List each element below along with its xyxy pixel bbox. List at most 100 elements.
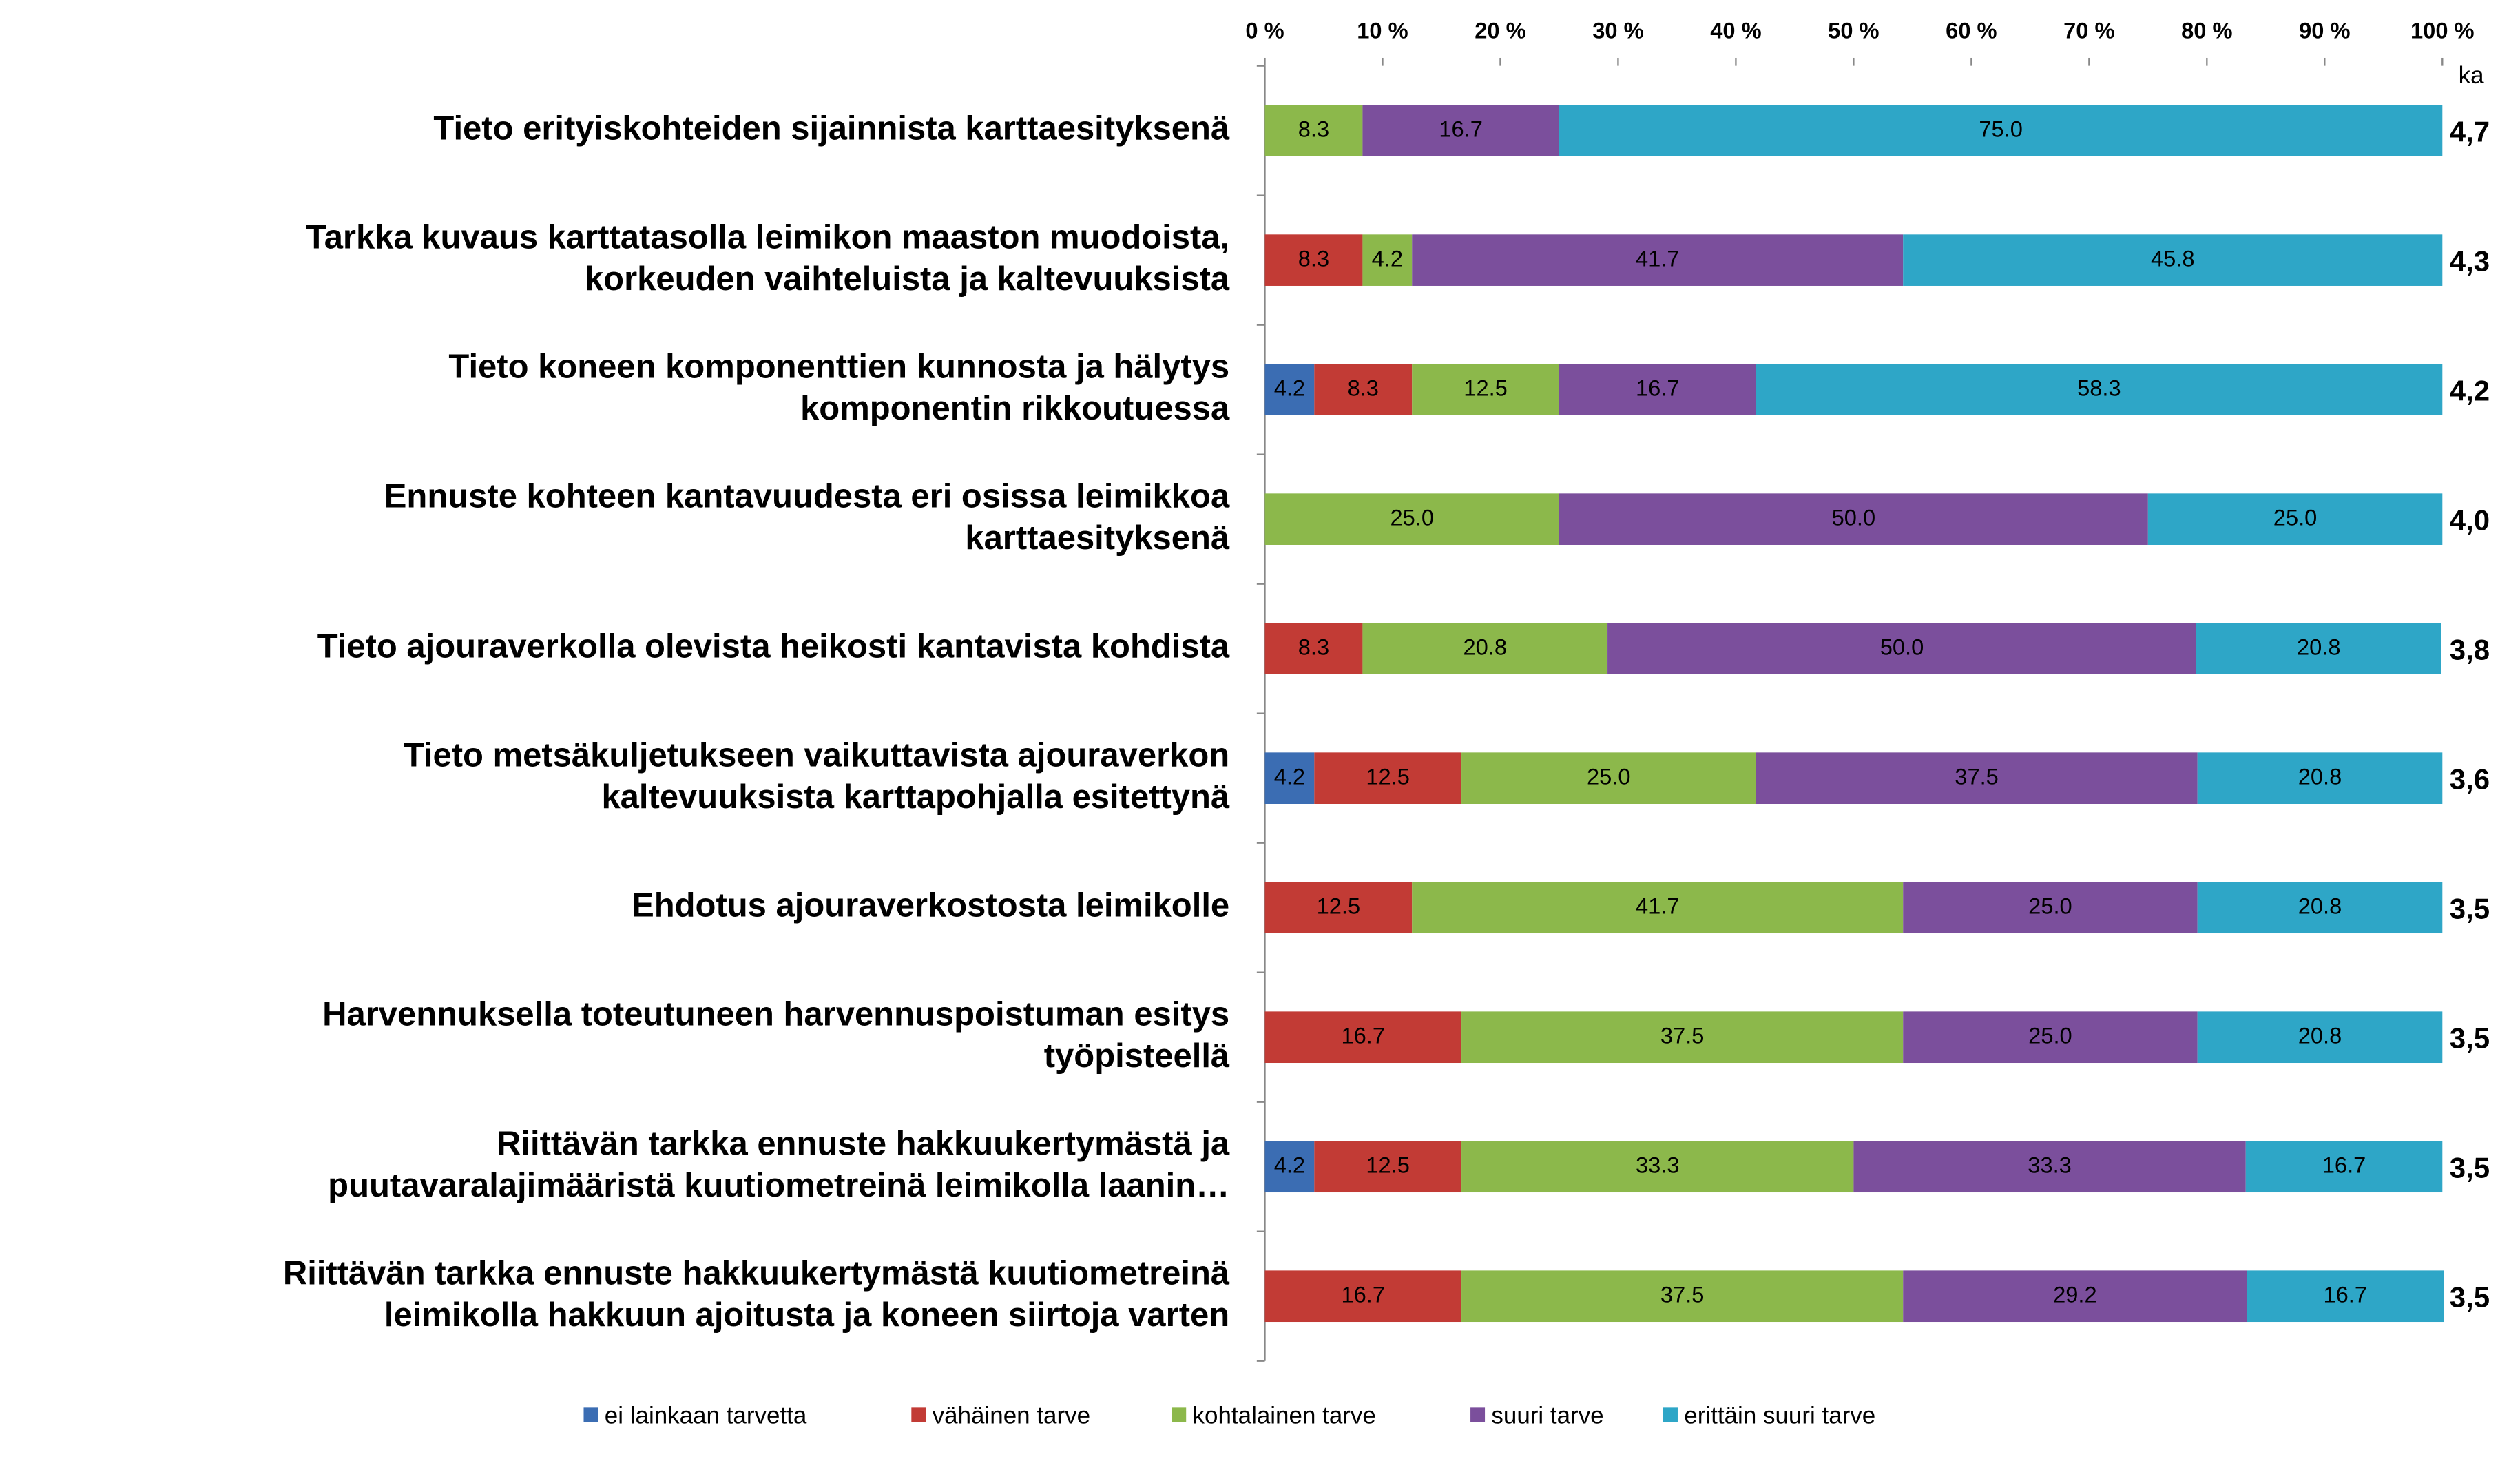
value-label: 75.0 [1979,116,2023,141]
ka-value: 3,5 [2450,1151,2490,1183]
bar-segment [1756,752,2198,804]
value-label: 25.0 [1587,763,1631,789]
x-tick-label: 20 % [1475,17,1525,43]
legend-label: suuri tarve [1491,1403,1603,1429]
value-label: 37.5 [1660,1281,1705,1307]
value-label: 50.0 [1880,634,1924,659]
bar-segment [1607,623,2196,674]
value-label: 25.0 [2273,504,2318,530]
bar-segment [1756,364,2443,415]
bar-segment [1362,623,1608,674]
ka-value: 3,5 [2450,892,2490,924]
bar-segment [1412,234,1904,286]
value-label: 20.8 [2297,634,2341,659]
bar-segment [1559,364,1756,415]
value-label: 20.8 [2298,893,2342,918]
value-label: 4.2 [1274,1152,1305,1177]
category-label: Tieto metsäkuljetukseen vaikuttavista aj… [404,736,1230,816]
value-label: 25.0 [2028,893,2072,918]
legend-swatch [1470,1407,1486,1422]
value-label: 25.0 [1390,504,1434,530]
bar-segment [1314,364,1413,415]
legend-swatch [1172,1407,1187,1422]
ka-value: 4,0 [2450,504,2490,536]
category-label: Tieto erityiskohteiden sijainnista kartt… [433,110,1230,147]
bar-segment [1264,364,1315,415]
bar-segment [1264,493,1559,545]
bar-segment [1264,752,1315,804]
value-label: 25.0 [2028,1022,2072,1048]
legend-swatch [583,1407,598,1422]
bar-segment [1264,882,1413,934]
value-label: 8.3 [1298,116,1329,141]
value-label: 16.7 [1636,375,1680,400]
value-label: 37.5 [1955,763,1999,789]
x-tick-label: 90 % [2299,17,2350,43]
value-label: 12.5 [1366,763,1410,789]
value-label: 29.2 [2053,1281,2097,1307]
category-label: Harvennuksella toteutuneen harvennuspois… [322,995,1230,1075]
bar-segment [1314,752,1462,804]
value-label: 20.8 [1463,634,1507,659]
category-label: Ennuste kohteen kantavuudesta eri osissa… [384,477,1230,557]
ka-value: 3,5 [2450,1281,2490,1313]
legend-label: erittäin suuri tarve [1684,1403,1875,1429]
bar-segment [1903,1270,2247,1323]
bar-segment [1264,234,1363,286]
legend-label: kohtalainen tarve [1193,1403,1376,1429]
bar-segment [1461,1270,1904,1323]
bar-segment [1461,1011,1904,1064]
bar-segment [1903,1011,2198,1064]
value-label: 37.5 [1660,1022,1705,1048]
ka-value: 3,8 [2450,633,2490,665]
bar-segment [1412,364,1559,415]
value-label: 20.8 [2298,763,2342,789]
value-label: 20.8 [2298,1022,2342,1048]
value-label: 33.3 [2028,1152,2072,1177]
bar-segment [1461,752,1756,804]
category-label: Riittävän tarkka ennuste hakkuukertymäst… [283,1254,1230,1334]
value-label: 16.7 [1439,116,1483,141]
bar-segment [2197,752,2443,804]
ka-value: 4,7 [2450,115,2490,147]
x-tick-label: 0 % [1245,17,1284,43]
ka-value: 3,5 [2450,1022,2490,1054]
value-label: 12.5 [1366,1152,1410,1177]
value-label: 16.7 [1342,1022,1386,1048]
bar-segment [2247,1270,2444,1323]
bar-segment [2196,623,2441,674]
legend-label: ei lainkaan tarvetta [605,1403,807,1429]
value-label: 33.3 [1636,1152,1680,1177]
x-tick-label: 60 % [1946,17,1997,43]
value-label: 45.8 [2151,245,2195,271]
bar-segment [1264,1270,1462,1323]
bar-segment [2197,882,2443,934]
bar-segment [1264,1141,1315,1193]
value-label: 41.7 [1636,245,1680,271]
bar-segment [1362,234,1413,286]
value-label: 16.7 [1342,1281,1386,1307]
x-tick-label: 10 % [1357,17,1408,43]
bar-segment [1264,105,1363,156]
bar-segment [2147,493,2443,545]
bar-segment [1903,234,2443,286]
bar-segment [1853,1141,2246,1193]
value-label: 8.3 [1298,634,1329,659]
category-label: Tarkka kuvaus karttatasolla leimikon maa… [306,218,1230,298]
x-tick-label: 80 % [2181,17,2232,43]
legend-swatch [1663,1407,1678,1422]
bar-segment [1314,1141,1462,1193]
bar-segment [1264,1011,1462,1064]
value-label: 4.2 [1274,763,1305,789]
value-label: 16.7 [2322,1152,2366,1177]
bar-segment [2245,1141,2443,1193]
legend-swatch [911,1407,926,1422]
ka-value: 4,2 [2450,374,2490,406]
bar-segment [1559,493,2148,545]
bar-segment [2197,1011,2443,1064]
ka-value: 4,3 [2450,245,2490,277]
value-label: 16.7 [2323,1281,2367,1307]
value-label: 8.3 [1348,375,1379,400]
category-label: Tieto ajouraverkolla olevista heikosti k… [317,628,1230,665]
value-label: 8.3 [1298,245,1329,271]
